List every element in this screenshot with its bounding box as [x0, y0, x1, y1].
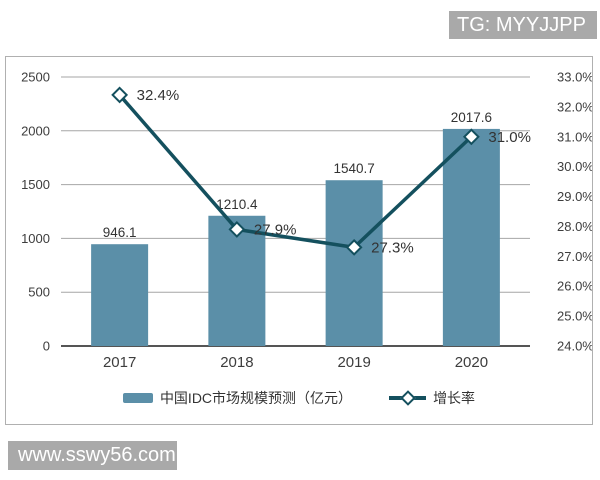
right-axis-tick-label: 32.0% — [557, 99, 592, 114]
x-axis-category-label: 2018 — [220, 354, 253, 371]
legend-label-growth-rate: 增长率 — [433, 390, 476, 406]
bar-value-label: 946.1 — [103, 225, 137, 240]
diamond-marker — [228, 221, 246, 238]
right-axis-tick-label: 28.0% — [557, 219, 592, 234]
legend-item-market-size: 中国IDC市场规模预测（亿元） — [122, 388, 353, 408]
growth-rate-value-label: 27.3% — [371, 239, 414, 256]
website-watermark-badge: www.sswy56.com — [8, 441, 177, 470]
telegram-watermark-badge: TG: MYYJJPP — [449, 11, 597, 39]
diamond-marker-icon — [399, 390, 416, 406]
left-axis-tick-label: 2500 — [21, 70, 50, 85]
right-axis-tick-label: 24.0% — [557, 339, 592, 354]
bar-value-label: 2017.6 — [451, 110, 492, 125]
growth-rate-value-label: 27.9% — [254, 221, 297, 238]
bar-value-label: 1210.4 — [216, 197, 258, 212]
right-axis-tick-label: 29.0% — [557, 189, 592, 204]
legend-label-market-size: 中国IDC市场规模预测（亿元） — [159, 390, 353, 406]
x-axis-category-label: 2020 — [455, 354, 488, 371]
x-axis-category-label: 2019 — [337, 354, 370, 371]
right-axis-tick-label: 26.0% — [557, 279, 592, 294]
chart-frame: 2500 2000 1500 1000 500 0 33.0% 32.0% 31.0% 30.0%… — [5, 56, 593, 425]
x-axis-category-label: 2017 — [103, 354, 136, 371]
chart-legend: 中国IDC市场规模预测（亿元） 增长率 — [6, 388, 592, 408]
right-axis-tick-label: 25.0% — [557, 309, 592, 324]
line-diamond-swatch-icon — [389, 390, 427, 406]
right-axis-tick-label: 27.0% — [557, 249, 592, 264]
growth-rate-value-label: 32.4% — [137, 87, 180, 104]
left-axis-tick-label: 2000 — [21, 123, 50, 138]
left-axis-tick-label: 1500 — [21, 177, 50, 192]
left-axis-tick-label: 500 — [28, 285, 50, 300]
left-axis-tick-label: 0 — [43, 339, 50, 354]
bar-series-swatch-icon — [122, 393, 153, 403]
diamond-marker — [111, 86, 129, 104]
idc-market-combo-chart: 2500 2000 1500 1000 500 0 33.0% 32.0% 31.0% 30.0%… — [21, 70, 592, 372]
growth-rate-line — [118, 93, 473, 250]
right-axis-tick-label: 33.0% — [557, 70, 592, 85]
legend-item-growth-rate: 增长率 — [389, 388, 475, 408]
bar — [442, 128, 500, 346]
left-axis-tick-label: 1000 — [21, 231, 50, 246]
right-axis-tick-label: 31.0% — [557, 129, 592, 144]
growth-rate-value-label: 31.0% — [488, 129, 531, 146]
bar-value-label: 1540.7 — [333, 161, 374, 176]
bar — [325, 180, 383, 346]
diamond-marker — [345, 238, 363, 256]
diamond-marker — [462, 128, 480, 146]
bar — [91, 244, 149, 346]
right-axis-tick-label: 30.0% — [557, 159, 592, 174]
